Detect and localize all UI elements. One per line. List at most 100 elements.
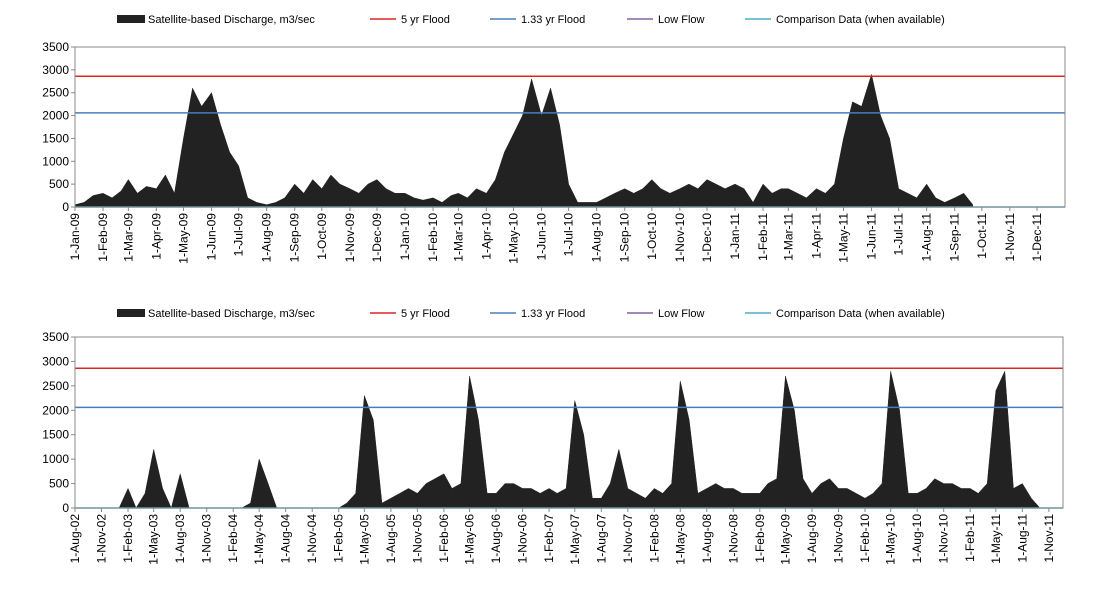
x-tick-label: 1-May-10 (884, 514, 898, 565)
x-tick-label: 1-Sep-11 (948, 213, 962, 262)
x-tick-label: 1-May-07 (568, 514, 582, 565)
x-tick-label: 1-Aug-03 (173, 514, 187, 564)
x-tick-label: 1-Nov-11 (1003, 213, 1017, 262)
x-tick-label: 1-Jan-11 (728, 213, 742, 260)
x-tick-label: 1-Jul-11 (892, 213, 906, 256)
discharge-area (75, 371, 1049, 509)
y-tick-label: 0 (62, 501, 69, 515)
x-tick-label: 1-Aug-06 (489, 514, 503, 564)
plot-frame (74, 46, 1066, 208)
legend-label: Comparison Data (when available) (776, 308, 945, 320)
y-tick-label: 3500 (42, 330, 69, 344)
x-tick-label: 1-Mar-09 (121, 213, 135, 262)
x-tick-label: 1-Feb-04 (226, 514, 240, 563)
plot-frame (74, 336, 1064, 509)
x-tick-label: 1-Aug-04 (279, 514, 293, 564)
x-tick-label: 1-Feb-10 (426, 213, 440, 262)
discharge-area (74, 73, 974, 208)
x-tick-label: 1-Nov-03 (200, 514, 214, 564)
x-tick-label: 1-Oct-10 (645, 213, 659, 260)
x-tick-label: 1-Oct-11 (975, 213, 989, 259)
x-tick-label: 1-Nov-06 (516, 514, 530, 564)
x-tick-label: 1-Dec-11 (1030, 213, 1044, 262)
x-tick-label: 1-Mar-11 (781, 213, 795, 261)
y-tick-label: 3500 (42, 40, 69, 54)
x-tick-label: 1-Feb-05 (332, 514, 346, 563)
x-tick-label: 1-Nov-08 (726, 514, 740, 564)
x-tick-label: 1-Feb-11 (963, 514, 977, 562)
x-tick-label: 1-May-03 (147, 514, 161, 565)
x-tick-label: 1-Jul-10 (562, 213, 576, 257)
x-tick-label: 1-Feb-10 (858, 514, 872, 563)
legend-swatch (117, 309, 145, 317)
x-tick-label: 1-Sep-09 (288, 213, 302, 263)
y-tick-label: 1500 (42, 131, 69, 145)
x-tick-label: 1-May-11 (836, 213, 850, 263)
x-tick-label: 1-Aug-07 (594, 514, 608, 564)
y-tick-label: 2500 (42, 86, 69, 100)
x-tick-label: 1-Feb-06 (437, 514, 451, 563)
x-tick-label: 1-Aug-09 (260, 213, 274, 263)
x-tick-label: 1-Aug-09 (805, 514, 819, 564)
y-tick-label: 2500 (42, 379, 69, 393)
x-tick-label: 1-May-10 (506, 213, 520, 264)
x-tick-label: 1-Feb-03 (121, 514, 135, 563)
x-tick-label: 1-Aug-08 (700, 514, 714, 564)
x-tick-label: 1-Feb-07 (542, 514, 556, 563)
y-tick-label: 2000 (42, 109, 69, 123)
x-tick-label: 1-Mar-10 (451, 213, 465, 262)
x-tick-label: 1-Nov-10 (937, 514, 951, 564)
x-tick-label: 1-May-05 (357, 514, 371, 565)
x-tick-label: 1-Dec-09 (370, 213, 384, 263)
legend-label: 5 yr Flood (401, 308, 450, 320)
y-tick-label: 1000 (42, 154, 69, 168)
legend-label: Comparison Data (when available) (776, 14, 945, 26)
x-tick-label: 1-Jun-09 (205, 213, 219, 261)
x-tick-label: 1-May-04 (252, 514, 266, 565)
y-tick-label: 3000 (42, 63, 69, 77)
x-tick-label: 1-Apr-09 (149, 213, 163, 260)
x-tick-label: 1-Nov-10 (673, 213, 687, 263)
x-tick-label: 1-May-06 (463, 514, 477, 565)
x-tick-label: 1-Feb-09 (753, 514, 767, 563)
x-tick-label: 1-May-08 (673, 514, 687, 565)
x-tick-label: 1-Aug-05 (384, 514, 398, 564)
x-tick-label: 1-May-11 (989, 514, 1003, 564)
x-tick-label: 1-Nov-07 (621, 514, 635, 564)
legend-label: Low Flow (658, 14, 705, 26)
y-tick-label: 1000 (42, 452, 69, 466)
x-tick-label: 1-Dec-10 (700, 213, 714, 263)
x-tick-label: 1-Nov-09 (343, 213, 357, 263)
x-tick-label: 1-Aug-10 (910, 514, 924, 564)
x-tick-label: 1-Aug-10 (590, 213, 604, 263)
x-tick-label: 1-Sep-10 (618, 213, 632, 263)
legend-label: 1.33 yr Flood (521, 14, 585, 26)
x-tick-label: 1-Feb-09 (96, 213, 110, 262)
x-tick-label: 1-Nov-05 (410, 514, 424, 564)
x-tick-label: 1-Jan-10 (398, 213, 412, 261)
x-tick-label: 1-Jan-09 (68, 213, 82, 261)
legend-label: Satellite-based Discharge, m3/sec (148, 14, 315, 26)
x-tick-label: 1-May-09 (778, 514, 792, 565)
y-tick-label: 500 (49, 177, 69, 191)
y-tick-label: 0 (62, 200, 69, 214)
legend-label: Satellite-based Discharge, m3/sec (148, 308, 315, 320)
x-tick-label: 1-Jun-11 (865, 213, 879, 260)
x-tick-label: 1-Aug-11 (920, 213, 934, 262)
x-tick-label: 1-Nov-09 (831, 514, 845, 564)
y-tick-label: 3000 (42, 354, 69, 368)
x-tick-label: 1-Jul-09 (232, 213, 246, 257)
y-tick-label: 2000 (42, 403, 69, 417)
x-tick-label: 1-Oct-09 (315, 213, 329, 260)
legend-label: 5 yr Flood (401, 14, 450, 26)
y-tick-label: 500 (49, 477, 69, 491)
legend-label: 1.33 yr Flood (521, 308, 585, 320)
x-tick-label: 1-Apr-10 (479, 213, 493, 260)
x-tick-label: 1-May-09 (176, 213, 190, 264)
x-tick-label: 1-Nov-02 (95, 514, 109, 564)
x-tick-label: 1-Nov-04 (305, 514, 319, 564)
x-tick-label: 1-Feb-08 (647, 514, 661, 563)
legend-swatch (117, 15, 145, 23)
x-tick-label: 1-Aug-02 (68, 514, 82, 564)
